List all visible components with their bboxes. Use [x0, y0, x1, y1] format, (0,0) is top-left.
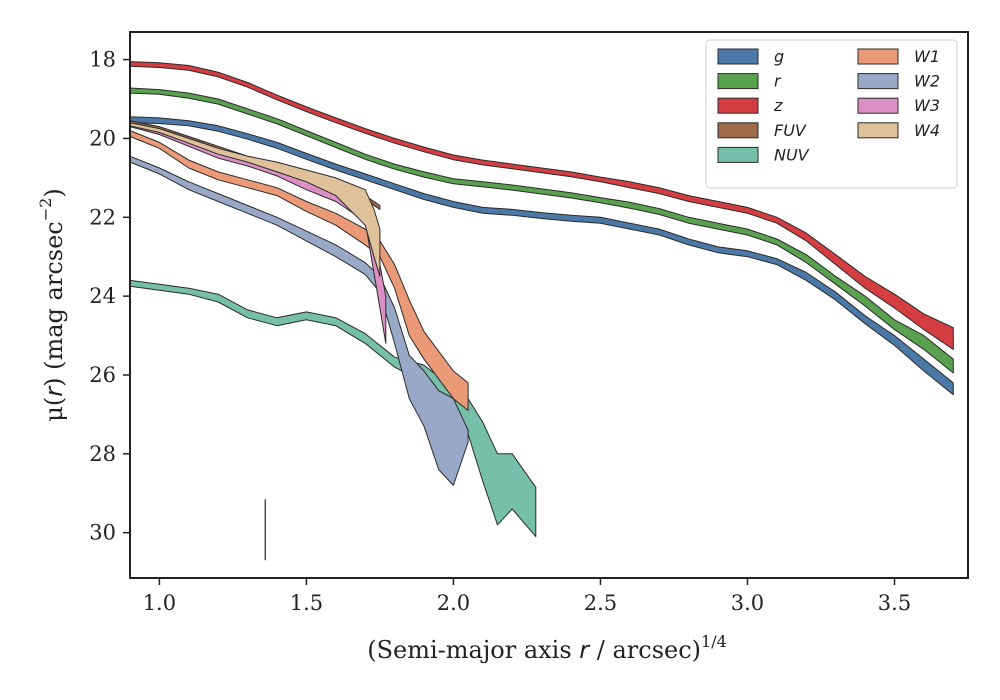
- x-axis-label-sup: 1/4: [701, 632, 727, 651]
- x-tick-label: 2.5: [584, 591, 617, 615]
- series-band-w4: [129, 122, 381, 277]
- legend-label-r: r: [774, 72, 782, 91]
- legend: grz FUV NUV W1 W2 W3 W4: [705, 39, 958, 189]
- legend-label-z: z: [773, 96, 783, 115]
- y-tick-label: 18: [89, 48, 116, 72]
- series-band-nuv: [129, 279, 537, 538]
- legend-swatch-g: [717, 48, 759, 65]
- legend-label-w4: W4: [914, 121, 940, 140]
- y-tick-label: 24: [89, 284, 116, 308]
- series-band-z: [129, 61, 954, 350]
- y-tick-label: 28: [89, 442, 116, 466]
- y-tick-label: 22: [89, 205, 116, 229]
- legend-swatch-w1: [857, 48, 899, 65]
- series-band-g: [129, 116, 954, 396]
- legend-label-w1: W1: [914, 47, 940, 66]
- y-axis-label-sup: −2: [36, 198, 55, 222]
- x-axis-label: (Semi-major axis r / arcsec)1/4: [367, 632, 727, 664]
- x-axis-label-prefix: (Semi-major axis: [367, 636, 579, 664]
- x-axis: 1.0 1.5 2.0 2.5 3.0 3.5: [143, 578, 911, 615]
- legend-swatch-w2: [857, 73, 899, 90]
- legend-label-nuv: NUV: [774, 145, 810, 164]
- legend-label-w3: W3: [914, 96, 940, 115]
- series-band-w2: [129, 155, 469, 486]
- x-axis-label-suffix: / arcsec): [589, 636, 701, 664]
- x-tick-label: 2.0: [437, 591, 470, 615]
- legend-label-w2: W2: [914, 72, 940, 91]
- legend-label-fuv: FUV: [774, 121, 807, 140]
- legend-swatch-w3: [857, 97, 899, 114]
- x-tick-label: 3.5: [878, 591, 911, 615]
- y-tick-label: 30: [89, 521, 116, 545]
- legend-swatch-r: [717, 73, 759, 90]
- x-axis-label-var: r: [579, 636, 591, 664]
- legend-swatch-z: [717, 97, 759, 114]
- plot-frame: [129, 31, 969, 579]
- y-axis-label-prefix: μ(: [40, 397, 68, 422]
- series-band-w1: [129, 130, 469, 411]
- x-tick-label: 1.5: [290, 591, 323, 615]
- legend-swatch-nuv: [717, 146, 759, 163]
- legend-label-g: g: [774, 47, 784, 66]
- y-axis-label: μ(r) (mag arcsec−2): [36, 188, 68, 421]
- y-axis-label-var: r: [40, 385, 68, 397]
- x-tick-label: 3.0: [731, 591, 764, 615]
- y-tick-label: 20: [89, 126, 116, 150]
- series-layer: [129, 61, 954, 538]
- y-tick-label: 26: [89, 363, 116, 387]
- series-band-r: [129, 87, 954, 374]
- y-axis-label-suffix: ) (mag arcsec: [40, 221, 68, 387]
- legend-swatch-fuv: [717, 122, 759, 139]
- x-tick-label: 1.0: [143, 591, 176, 615]
- y-axis-label-close: ): [40, 188, 68, 197]
- y-axis: 18 20 22 24 26 28 30: [89, 48, 130, 545]
- legend-swatch-w4: [857, 122, 899, 139]
